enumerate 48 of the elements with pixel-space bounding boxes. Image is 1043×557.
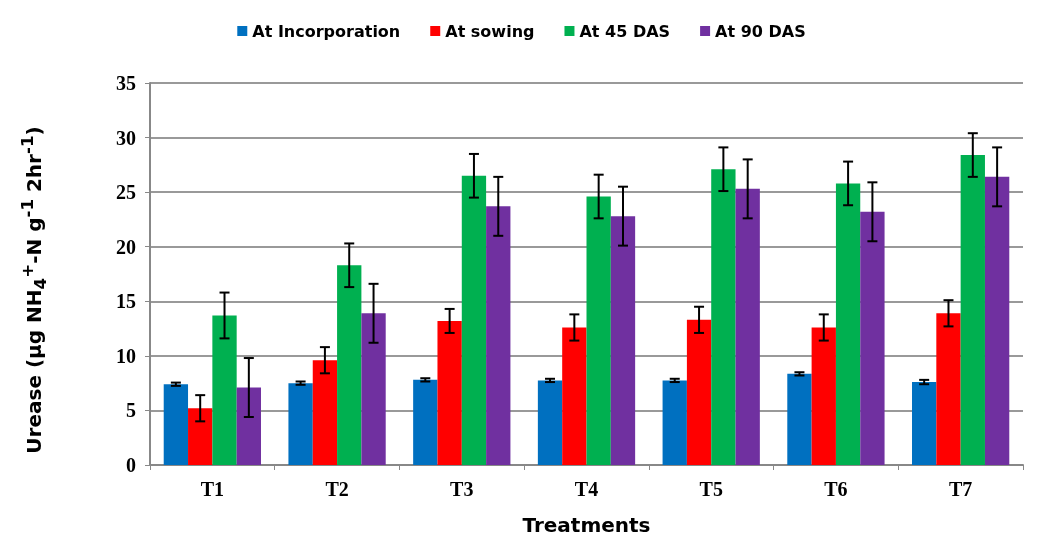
x-tick-label: T3 (450, 478, 474, 500)
x-tick-label: T6 (824, 478, 848, 500)
bar (610, 216, 636, 465)
bar (361, 313, 386, 465)
bar (860, 211, 885, 465)
bar (537, 380, 563, 465)
bar (811, 327, 836, 465)
bar (562, 327, 587, 465)
legend-label: At 90 DAS (715, 21, 806, 41)
bar (288, 383, 313, 465)
bar (586, 196, 611, 465)
legend-label: At sowing (445, 21, 535, 41)
bar (711, 169, 736, 465)
bar (735, 188, 760, 465)
y-tick-label: 30 (116, 126, 136, 149)
y-tick-label: 20 (116, 235, 136, 258)
bar (912, 382, 937, 465)
bar (787, 373, 812, 465)
bar (312, 360, 338, 465)
bar (984, 176, 1010, 465)
bar (188, 408, 213, 465)
bar (486, 206, 511, 465)
legend-label: At Incorporation (252, 21, 401, 41)
y-tick-label: 25 (116, 181, 136, 204)
bar (413, 379, 438, 465)
bar (337, 265, 362, 465)
x-tick-label: T4 (574, 478, 599, 500)
bar (437, 320, 462, 465)
y-tick-label: 10 (116, 344, 136, 367)
x-tick-label: T1 (200, 478, 225, 500)
bar (461, 175, 487, 465)
bar (236, 387, 261, 465)
y-tick-label: 5 (126, 399, 136, 422)
y-tick-label: 35 (116, 72, 136, 94)
bar (662, 380, 687, 465)
x-tick-label: T5 (699, 478, 723, 500)
y-tick-label: 15 (116, 290, 136, 313)
x-tick-label: T7 (948, 478, 973, 500)
bar (212, 315, 237, 465)
bar (835, 183, 861, 465)
x-axis-title: Treatments (522, 513, 651, 537)
x-tick-label: T2 (325, 478, 349, 500)
y-tick-label: 0 (126, 454, 136, 476)
legend-label: At 45 DAS (579, 21, 671, 41)
bar (960, 155, 985, 465)
bar (686, 319, 712, 465)
bar (163, 384, 189, 465)
bar (936, 313, 961, 465)
